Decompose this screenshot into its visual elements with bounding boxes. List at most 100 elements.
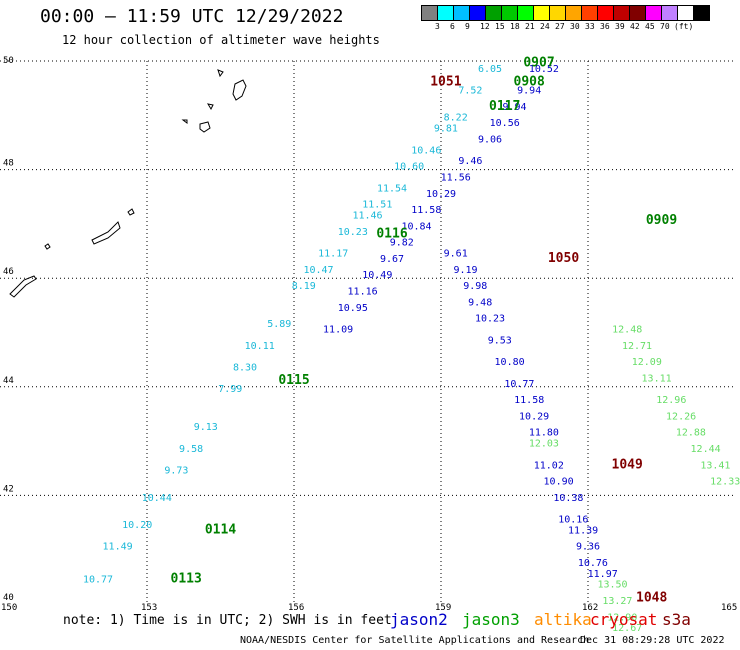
mission-cryosat: cryosat bbox=[590, 610, 658, 629]
swh-value: 9.81 bbox=[434, 124, 458, 135]
pass-time-label: 0907 bbox=[523, 55, 554, 70]
legend-unit: (ft) bbox=[674, 22, 694, 31]
coastline-islands bbox=[9, 69, 247, 298]
color-legend bbox=[421, 5, 710, 21]
swh-value: 9.53 bbox=[488, 335, 512, 346]
legend-bin-label: 12 bbox=[480, 22, 490, 31]
swh-value: 12.88 bbox=[676, 428, 706, 439]
swh-value: 6.05 bbox=[478, 64, 502, 75]
lon-tick-label: 150 bbox=[1, 603, 17, 613]
pass-time-label: 0116 bbox=[376, 226, 407, 241]
lon-tick-label: 165 bbox=[721, 603, 737, 613]
swh-value: 9.58 bbox=[179, 444, 203, 455]
swh-value: 13.27 bbox=[602, 596, 632, 607]
swh-value: 12.44 bbox=[691, 444, 721, 455]
mission-s3a: s3a bbox=[662, 610, 691, 629]
swh-value: 10.20 bbox=[122, 520, 152, 531]
pass-time-label: 0908 bbox=[514, 74, 545, 89]
swh-value: 9.19 bbox=[453, 265, 477, 276]
swh-value: 10.11 bbox=[245, 341, 275, 352]
lon-tick-label: 162 bbox=[582, 603, 598, 613]
swh-value: 11.17 bbox=[318, 248, 348, 259]
swh-value: 11.46 bbox=[352, 210, 382, 221]
swh-value: 12.33 bbox=[710, 477, 740, 488]
altimeter-tracks: 6.057.528.229.8110.4610.6011.5411.5111.4… bbox=[83, 64, 740, 634]
legend-bin-label: 21 bbox=[525, 22, 535, 31]
legend-bin-label: 42 bbox=[630, 22, 640, 31]
swh-value: 11.56 bbox=[441, 172, 471, 183]
legend-bin-label: 70 bbox=[660, 22, 670, 31]
footnote: note: 1) Time is in UTC; 2) SWH is in fe… bbox=[63, 613, 392, 628]
legend-bin-label: 24 bbox=[540, 22, 550, 31]
legend-bin-label: 39 bbox=[615, 22, 625, 31]
swh-value: 10.77 bbox=[504, 379, 534, 390]
swh-value: 11.97 bbox=[588, 569, 618, 580]
swh-value: 11.80 bbox=[529, 428, 559, 439]
swh-value: 10.38 bbox=[553, 493, 583, 504]
swh-value: 12.03 bbox=[529, 439, 559, 450]
swh-value: 10.23 bbox=[338, 227, 368, 238]
swh-value: 11.16 bbox=[348, 286, 378, 297]
pass-time-label: 0113 bbox=[171, 571, 202, 586]
pass-time-label: 0909 bbox=[646, 213, 677, 228]
swh-value: 10.46 bbox=[411, 145, 441, 156]
pass-time-label: 1049 bbox=[612, 457, 643, 472]
swh-value: 10.76 bbox=[578, 558, 608, 569]
swh-value: 5.89 bbox=[267, 319, 291, 330]
mission-jason3: jason3 bbox=[462, 610, 520, 629]
swh-value: 10.29 bbox=[426, 189, 456, 200]
swh-value: 13.41 bbox=[700, 460, 730, 471]
legend-bin-label: 36 bbox=[600, 22, 610, 31]
legend-bin-label: 33 bbox=[585, 22, 595, 31]
chart-subtitle: 12 hour collection of altimeter wave hei… bbox=[62, 33, 380, 47]
legend-bin-label: 27 bbox=[555, 22, 565, 31]
pass-time-label: 0115 bbox=[278, 373, 309, 388]
swh-value: 11.09 bbox=[323, 325, 353, 336]
lon-tick-label: 159 bbox=[435, 603, 451, 613]
swh-value: 10.90 bbox=[544, 477, 574, 488]
swh-value: 9.82 bbox=[390, 238, 414, 249]
lon-tick-label: 153 bbox=[141, 603, 157, 613]
swh-value: 10.95 bbox=[338, 303, 368, 314]
lon-tick-label: 156 bbox=[288, 603, 304, 613]
legend-bin-label: 15 bbox=[495, 22, 505, 31]
pass-time-label: 1051 bbox=[430, 74, 461, 89]
swh-value: 9.94 bbox=[502, 102, 526, 113]
swh-value: 12.26 bbox=[666, 411, 696, 422]
legend-bin-label: 45 bbox=[645, 22, 655, 31]
swh-value: 13.11 bbox=[642, 373, 672, 384]
legend-bin-label: 3 bbox=[435, 22, 440, 31]
swh-value: 9.61 bbox=[444, 248, 468, 259]
swh-value: 10.80 bbox=[495, 357, 525, 368]
swh-value: 9.94 bbox=[517, 86, 541, 97]
legend-bin-label: 30 bbox=[570, 22, 580, 31]
lat-tick-label: 46 bbox=[3, 267, 14, 277]
swh-value: 9.48 bbox=[468, 297, 492, 308]
mission-altika: altika bbox=[534, 610, 592, 629]
swh-value: 11.58 bbox=[411, 205, 441, 216]
swh-value: 11.39 bbox=[568, 525, 598, 536]
swh-value: 10.52 bbox=[529, 64, 559, 75]
legend-bin-label: 9 bbox=[465, 22, 470, 31]
swh-value: 11.49 bbox=[103, 542, 133, 553]
swh-value: 9.06 bbox=[478, 134, 502, 145]
swh-value: 8.19 bbox=[292, 281, 316, 292]
swh-value: 12.71 bbox=[622, 341, 652, 352]
swh-value: 11.58 bbox=[514, 395, 544, 406]
swh-value: 9.73 bbox=[164, 466, 188, 477]
generated-timestamp: Dec 31 08:29:28 UTC 2022 bbox=[580, 635, 725, 646]
pass-time-label: 0114 bbox=[205, 522, 236, 537]
swh-value: 8.30 bbox=[233, 363, 257, 374]
swh-value: 12.48 bbox=[612, 325, 642, 336]
pass-time-label: 1048 bbox=[636, 590, 667, 605]
mission-jason2: jason2 bbox=[390, 610, 448, 629]
swh-value: 9.98 bbox=[463, 281, 487, 292]
legend-bin-label: 6 bbox=[450, 22, 455, 31]
swh-value: 10.49 bbox=[362, 270, 392, 281]
pass-time-label: 1050 bbox=[548, 251, 579, 266]
swh-value: 10.60 bbox=[394, 162, 424, 173]
credit-text: NOAA/NESDIS Center for Satellite Applica… bbox=[240, 635, 590, 646]
swh-value: 7.52 bbox=[458, 86, 482, 97]
swh-value: 11.51 bbox=[362, 200, 392, 211]
lat-tick-label: 48 bbox=[3, 159, 14, 169]
